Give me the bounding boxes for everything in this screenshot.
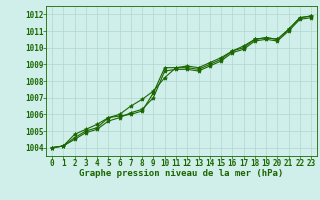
X-axis label: Graphe pression niveau de la mer (hPa): Graphe pression niveau de la mer (hPa): [79, 169, 284, 178]
